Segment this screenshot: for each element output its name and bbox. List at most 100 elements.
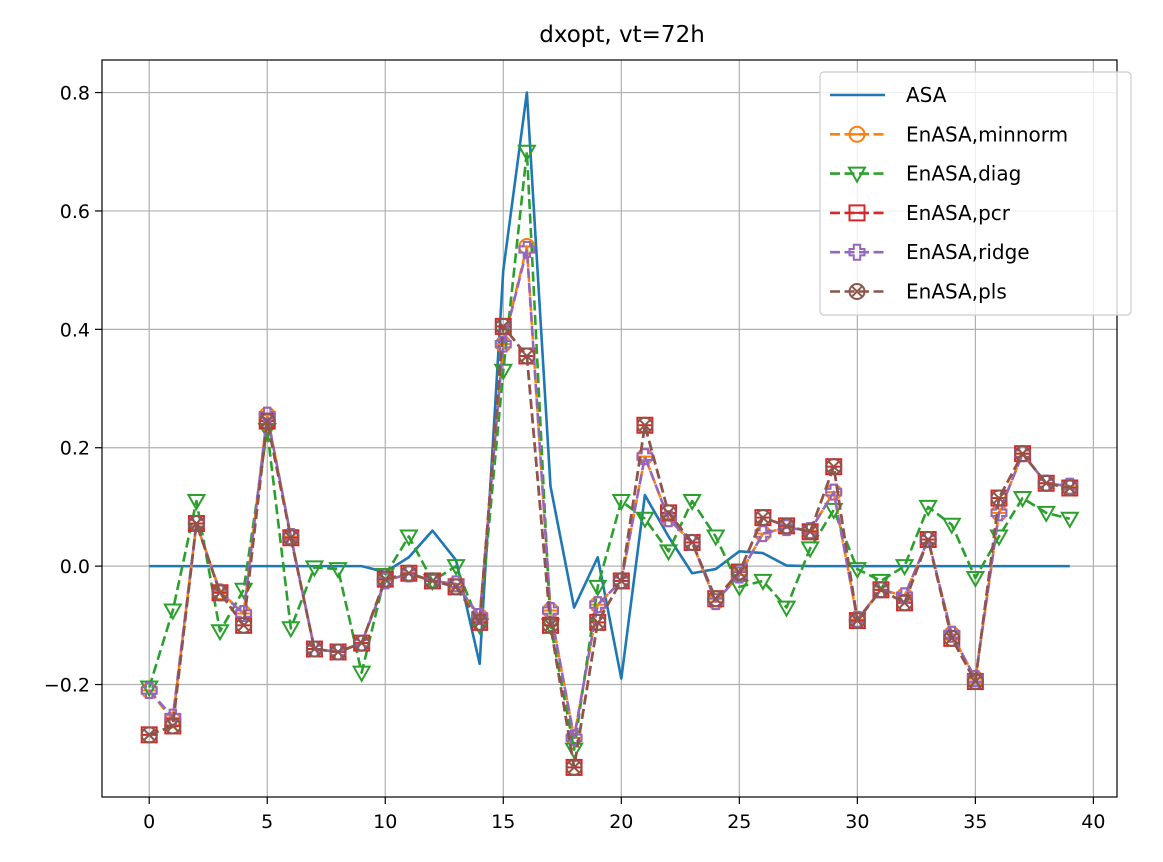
data-point: [541, 616, 559, 634]
axes: 0 5 10 15 20 25 30 35 40 −0.2 0.0 0.2 0.4 0.6 0.8: [44, 83, 1106, 833]
data-point: [353, 634, 371, 652]
data-point: [896, 587, 914, 605]
data-point: [211, 584, 229, 602]
x-tick-label: 25: [727, 811, 751, 833]
data-point: [351, 665, 372, 683]
data-point: [329, 643, 347, 661]
series-layer: [139, 91, 1080, 776]
data-point: [139, 680, 159, 698]
x-tick-label: 10: [373, 811, 397, 833]
data-point: [1060, 511, 1080, 529]
data-point: [140, 681, 158, 699]
data-point: [636, 416, 654, 434]
x-tick-label: 20: [609, 811, 633, 833]
x-tick-label: 30: [845, 811, 869, 833]
data-point: [1061, 479, 1079, 497]
legend-entry: EnASA,diag: [830, 162, 1021, 186]
data-point: [872, 581, 890, 599]
data-point: [682, 494, 702, 512]
data-point: [281, 621, 301, 639]
data-point: [776, 600, 797, 618]
data-point: [753, 573, 773, 591]
chart-title: dxopt, vt=72h: [539, 22, 705, 48]
series-line: [148, 325, 1071, 769]
x-tick-label: 15: [491, 811, 515, 833]
legend-marker: [848, 283, 866, 300]
data-point: [942, 517, 962, 535]
series-enasa-ridge: [140, 240, 1079, 747]
legend-label: EnASA,diag: [906, 162, 1021, 186]
legend: ASA EnASA,minnorm EnASA,diag EnASA,pcr EnASA…: [819, 71, 1132, 316]
data-point: [683, 533, 701, 551]
data-point: [894, 559, 915, 577]
legend-marker: [848, 243, 866, 261]
data-point: [589, 613, 607, 631]
data-point: [800, 541, 820, 559]
data-point: [754, 525, 772, 543]
data-point: [494, 317, 512, 335]
data-point: [164, 708, 182, 726]
data-point: [210, 624, 230, 642]
data-point: [518, 347, 536, 365]
data-point: [1037, 474, 1055, 492]
legend-label: EnASA,pcr: [906, 201, 1011, 225]
data-point: [1036, 505, 1056, 523]
data-point: [423, 572, 441, 590]
data-point: [919, 530, 937, 548]
series-enasa-pls: [140, 317, 1079, 776]
data-point: [328, 562, 348, 580]
y-tick-label: 0.0: [60, 556, 90, 578]
data-point: [186, 494, 207, 512]
series-line: [147, 150, 1071, 751]
series-line: [148, 245, 1070, 740]
data-point: [801, 523, 819, 541]
data-point: [707, 590, 725, 608]
data-point: [754, 509, 772, 527]
data-point: [896, 594, 914, 612]
data-point: [376, 570, 394, 588]
data-point: [636, 448, 654, 466]
data-point: [966, 673, 984, 691]
data-point: [187, 515, 205, 533]
data-point: [918, 499, 938, 517]
legend-marker: [847, 166, 867, 184]
data-point: [847, 562, 868, 580]
x-tick-label: 40: [1081, 811, 1105, 833]
data-point: [825, 458, 843, 476]
data-point: [778, 517, 796, 535]
legend-entry: EnASA,minnorm: [830, 122, 1068, 146]
data-point: [517, 144, 537, 162]
legend-label: EnASA,ridge: [906, 240, 1030, 264]
legend-marker: [848, 125, 866, 143]
data-point: [163, 603, 183, 621]
data-point: [660, 504, 678, 522]
data-point: [990, 489, 1008, 507]
data-point: [612, 572, 630, 590]
data-point: [587, 579, 608, 597]
data-point: [446, 559, 466, 577]
data-point: [258, 412, 276, 430]
y-tick-label: 0.4: [60, 319, 90, 341]
data-point: [258, 406, 276, 424]
x-tick-label: 5: [261, 811, 273, 833]
data-point: [518, 240, 536, 258]
data-point: [729, 579, 750, 597]
data-point: [658, 544, 679, 562]
data-point: [140, 726, 158, 744]
data-point: [589, 596, 607, 614]
plot-frame: [101, 59, 1118, 798]
data-point: [400, 564, 418, 582]
data-point: [399, 529, 419, 547]
data-point: [164, 717, 182, 735]
data-point: [494, 335, 512, 353]
data-point: [943, 629, 961, 647]
data-point: [635, 511, 655, 529]
data-point: [282, 529, 300, 547]
legend-entry: EnASA,ridge: [830, 240, 1030, 264]
data-point: [990, 504, 1008, 522]
legend-marker: [848, 204, 866, 222]
y-tick-label: 0.8: [60, 83, 90, 105]
y-tick-label: −0.2: [44, 675, 90, 697]
data-point: [471, 613, 489, 631]
